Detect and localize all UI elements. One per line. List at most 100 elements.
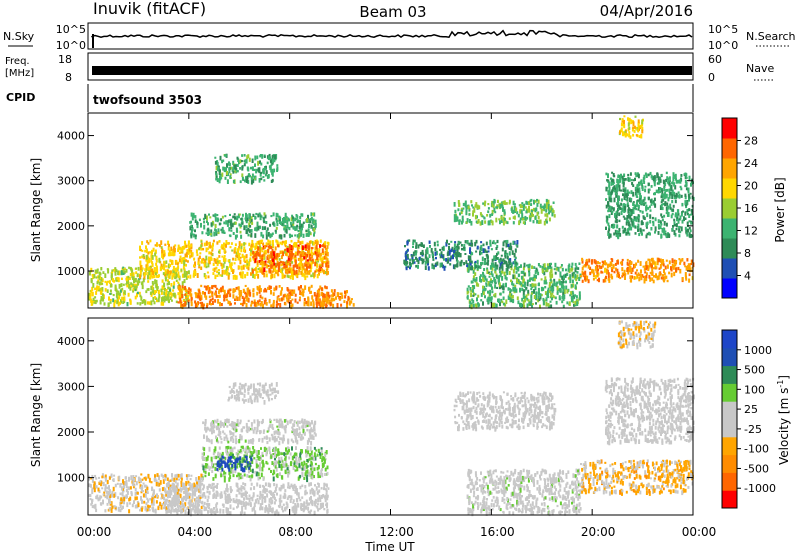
- data-cell: [321, 299, 324, 303]
- data-cell: [519, 203, 522, 209]
- data-cell: [507, 264, 510, 269]
- data-cell: [252, 178, 255, 184]
- data-cell: [584, 265, 587, 268]
- data-cell: [620, 122, 623, 127]
- data-cell: [163, 267, 166, 271]
- data-cell: [248, 261, 251, 267]
- data-cell: [257, 472, 260, 477]
- data-cell: [266, 174, 269, 179]
- data-cell: [616, 178, 619, 184]
- data-cell: [559, 266, 562, 269]
- data-cell: [583, 264, 586, 267]
- data-cell: [499, 270, 501, 274]
- data-cell: [669, 203, 672, 209]
- data-cell: [180, 480, 183, 484]
- data-cell: [524, 215, 527, 221]
- data-cell: [122, 300, 125, 304]
- data-cell: [264, 226, 267, 230]
- data-cell: [558, 280, 561, 284]
- data-cell: [532, 277, 535, 282]
- data-cell: [415, 257, 418, 260]
- data-cell: [498, 258, 501, 263]
- data-cell: [622, 193, 624, 197]
- data-cell: [198, 266, 201, 269]
- data-cell: [261, 250, 264, 253]
- data-cell: [252, 213, 255, 217]
- data-cell: [665, 275, 668, 279]
- data-cell: [281, 217, 284, 223]
- data-cell: [421, 249, 424, 255]
- data-cell: [164, 473, 167, 478]
- data-cell: [149, 291, 152, 295]
- data-cell: [250, 301, 253, 305]
- data-cell: [229, 293, 232, 298]
- data-cell: [153, 301, 156, 305]
- data-cell: [650, 227, 653, 231]
- data-cell: [133, 484, 136, 487]
- data-cell: [637, 214, 640, 217]
- data-cell: [462, 207, 465, 210]
- data-cell: [312, 303, 315, 308]
- data-cell: [129, 286, 132, 291]
- data-cell: [94, 269, 97, 273]
- data-cell: [653, 261, 656, 265]
- data-cell: [130, 475, 133, 481]
- data-cell: [190, 302, 193, 307]
- data-cell: [206, 220, 208, 223]
- data-cell: [481, 215, 484, 218]
- data-cell: [655, 189, 658, 194]
- data-cell: [208, 295, 211, 299]
- data-cell: [406, 248, 409, 252]
- data-cell: [156, 268, 159, 274]
- data-cell: [424, 265, 427, 270]
- data-cell: [214, 228, 217, 231]
- data-cell: [605, 186, 608, 192]
- data-cell: [270, 304, 273, 308]
- data-cell: [169, 291, 172, 296]
- data-cell: [471, 204, 473, 207]
- data-cell: [160, 301, 163, 306]
- data-cell: [487, 250, 490, 253]
- data-cell: [325, 271, 328, 276]
- data-cell: [90, 298, 93, 303]
- data-cell: [490, 271, 493, 276]
- data-cell: [627, 228, 630, 232]
- data-cell: [689, 192, 692, 195]
- data-cell: [156, 473, 159, 477]
- data-cell: [434, 247, 437, 252]
- data-cell: [633, 204, 636, 208]
- data-cell: [182, 299, 185, 303]
- data-cell: [473, 285, 476, 290]
- data-cell: [469, 287, 472, 291]
- data-cell: [547, 289, 549, 295]
- data-cell: [497, 277, 500, 283]
- data-cell: [271, 168, 274, 174]
- data-cell: [310, 290, 312, 294]
- data-cell: [173, 477, 176, 482]
- data-cell: [484, 200, 487, 204]
- data-cell: [339, 292, 342, 295]
- data-cell: [637, 173, 640, 179]
- data-cell: [273, 262, 276, 266]
- data-cell: [497, 251, 500, 255]
- data-cell: [189, 486, 192, 491]
- data-cell: [200, 240, 203, 243]
- data-cell: [208, 251, 211, 255]
- data-cell: [521, 287, 524, 292]
- data-cell: [242, 299, 245, 304]
- data-cell: [153, 269, 156, 273]
- data-cell: [498, 203, 501, 208]
- data-cell: [146, 265, 149, 269]
- data-cell: [665, 206, 668, 212]
- data-cell: [145, 245, 147, 250]
- data-cell: [148, 267, 151, 271]
- data-cell: [146, 301, 149, 305]
- data-cell: [309, 218, 312, 224]
- data-cell: [143, 500, 146, 504]
- data-cell: [197, 476, 200, 481]
- data-cell: [122, 270, 125, 275]
- data-cell: [95, 495, 98, 500]
- data-cell: [501, 276, 504, 281]
- data-cell: [510, 266, 513, 271]
- data-cell: [153, 478, 156, 482]
